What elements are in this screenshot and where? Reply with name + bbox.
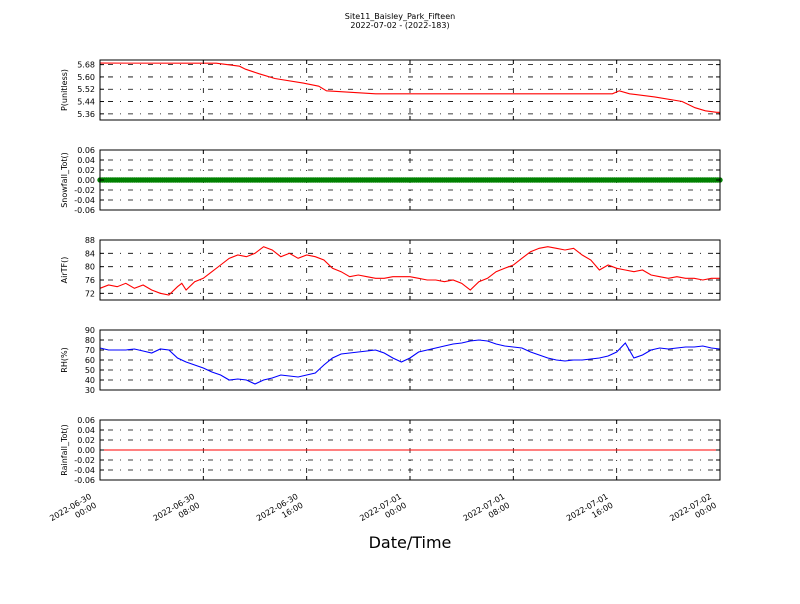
y-axis-label: Snowfall_Tot() [60,152,69,208]
y-axis-label: P(unitless) [60,69,69,111]
y-tick-label: -0.06 [74,476,95,485]
y-tick-label: 5.44 [77,98,95,107]
x-tick-label: 2022-06-3000:00 [48,492,98,532]
x-axis-label: Date/Time [368,533,452,552]
y-axis-label: RH(%) [60,347,69,372]
y-tick-label: 90 [85,326,95,335]
y-tick-label: 5.60 [77,73,95,82]
y-tick-label: 5.36 [77,110,95,119]
chart-subtitle: 2022-07-02 - (2022-183) [350,21,450,30]
y-tick-label: -0.04 [74,466,95,475]
x-tick-label: 2022-07-0200:00 [668,492,718,532]
y-tick-label: -0.02 [74,186,95,195]
y-tick-label: 40 [85,376,95,385]
y-tick-label: 0.00 [77,446,95,455]
y-tick-label: 76 [85,276,95,285]
y-tick-label: 70 [85,346,95,355]
y-tick-label: 50 [85,366,95,375]
panel-3: 72 76 80 84 88 AirTF() [60,236,721,301]
y-tick-label: 0.00 [77,176,95,185]
series-line [99,339,721,385]
x-tick-label: 2022-06-3008:00 [152,492,202,532]
y-tick-label: 60 [85,356,95,365]
y-tick-label: -0.02 [74,456,95,465]
y-tick-label: 84 [85,249,95,258]
panel-5: -0.06-0.04-0.020.000.020.040.06 Rainfall_… [60,416,721,485]
y-tick-label: -0.06 [74,206,95,215]
chart-title: Site11_Baisley_Park_Fifteen [344,12,456,21]
y-tick-label: 88 [85,236,95,245]
y-tick-label: 0.04 [77,156,95,165]
y-tick-label: 5.68 [77,61,95,70]
series-line [99,246,720,296]
y-tick-label: 0.06 [77,416,95,425]
y-axis-label: Rainfall_Tot() [60,424,69,476]
x-tick-label: 2022-07-0116:00 [565,492,615,532]
panel-2: -0.06-0.04-0.020.000.020.040.06 Snowfall_… [60,146,723,215]
x-tick-label: 2022-07-0108:00 [462,492,512,532]
x-tick-label: 2022-07-0100:00 [358,492,408,532]
y-tick-label: 5.52 [77,85,95,94]
y-tick-label: 0.02 [77,166,95,175]
y-tick-label: 0.06 [77,146,95,155]
y-tick-label: 0.02 [77,436,95,445]
y-tick-label: 72 [85,289,95,298]
y-tick-label: -0.04 [74,196,95,205]
panel-1: 5.36 5.44 5.52 5.60 5.68 P(unitless) [60,59,721,121]
y-tick-label: 80 [85,336,95,345]
x-tick-label: 2022-06-3016:00 [255,492,305,532]
y-tick-label: 0.04 [77,426,95,435]
series-line [99,62,721,116]
y-tick-label: 80 [85,263,95,272]
y-tick-label: 30 [85,386,95,395]
y-axis-label: AirTF() [60,257,69,284]
